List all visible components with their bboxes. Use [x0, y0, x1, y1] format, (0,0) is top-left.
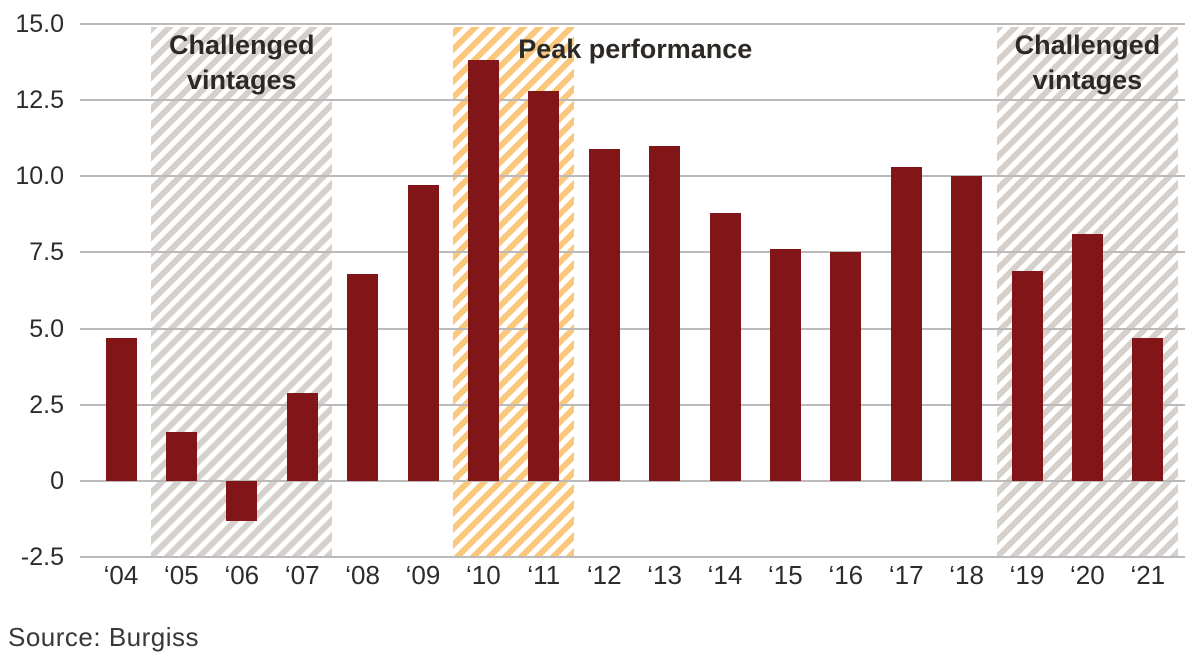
x-tick-label-‘14: ‘14: [707, 560, 743, 590]
y-tick-label-15.0: 15.0: [15, 9, 64, 38]
source-note: Source: Burgiss: [8, 622, 200, 652]
bar-‘20: [1071, 234, 1103, 481]
gridline-15.0: [80, 22, 1185, 25]
bar-‘08: [347, 273, 379, 481]
x-tick-label-‘05: ‘05: [164, 560, 199, 590]
bar-‘14: [709, 212, 741, 481]
bar-‘12: [588, 148, 620, 481]
y-tick-label-5.0: 5.0: [29, 314, 64, 343]
x-tick-label-‘06: ‘06: [224, 560, 260, 590]
x-tick-label-‘12: ‘12: [586, 560, 622, 590]
x-tick-label-‘15: ‘15: [768, 560, 803, 590]
y-tick-label--2.5: -2.5: [20, 543, 64, 572]
gridline-12.5: [80, 99, 1185, 101]
plot-area: Challenged vintages Peak performance Challe…: [15, 9, 1200, 590]
bar-‘17: [890, 167, 922, 481]
gridline--2.5: [80, 556, 1185, 559]
bar-‘07: [286, 392, 318, 481]
bar-‘15: [769, 249, 801, 481]
bar-‘04: [105, 337, 137, 481]
x-tick-label-‘07: ‘07: [284, 560, 320, 590]
gridline-2.5: [80, 403, 1185, 406]
x-tick-label-‘18: ‘18: [949, 560, 984, 590]
bar-‘21: [1132, 337, 1164, 481]
band-label-line: vintages: [187, 65, 297, 95]
x-tick-label-‘21: ‘21: [1130, 560, 1166, 590]
bar-‘16: [830, 252, 862, 481]
bar-‘11: [528, 90, 560, 481]
band-label-line: vintages: [1032, 65, 1143, 95]
band-label-2: Challenged vintages: [937, 28, 1200, 98]
band-label-line: Challenged: [1014, 30, 1161, 60]
bar-‘18: [951, 176, 983, 481]
y-tick-label-10.0: 10.0: [15, 162, 64, 191]
bar-‘09: [407, 185, 439, 481]
x-tick-label-‘09: ‘09: [405, 560, 441, 590]
bar-‘19: [1011, 270, 1043, 481]
x-tick-label-‘20: ‘20: [1070, 560, 1105, 590]
x-tick-label-‘16: ‘16: [828, 560, 864, 590]
y-tick-label-12.5: 12.5: [15, 86, 64, 114]
bar-‘06: [226, 481, 258, 521]
x-tick-label-‘11: ‘11: [527, 560, 561, 590]
x-tick-label-‘13: ‘13: [647, 560, 682, 590]
gridline-5.0: [80, 327, 1185, 330]
x-tick-label-‘10: ‘10: [466, 560, 501, 590]
x-tick-label-‘04: ‘04: [103, 560, 139, 590]
gridline-0: [80, 480, 1185, 482]
bar-‘10: [467, 60, 499, 481]
y-tick-label-0: 0: [50, 467, 64, 495]
band-label-1: Peak performance: [518, 34, 753, 64]
bar-‘05: [165, 432, 197, 481]
y-tick-label-7.5: 7.5: [29, 238, 64, 267]
band-label-0: Challenged vintages: [92, 28, 392, 98]
gridline-7.5: [80, 251, 1185, 254]
y-tick-label-2.5: 2.5: [29, 390, 64, 419]
gridline-10.0: [80, 175, 1185, 178]
band-label-line: Challenged: [169, 30, 315, 60]
x-tick-label-‘19: ‘19: [1009, 560, 1045, 590]
x-tick-label-‘17: ‘17: [888, 560, 924, 590]
bar-‘13: [649, 145, 681, 481]
x-tick-label-‘08: ‘08: [345, 560, 380, 590]
